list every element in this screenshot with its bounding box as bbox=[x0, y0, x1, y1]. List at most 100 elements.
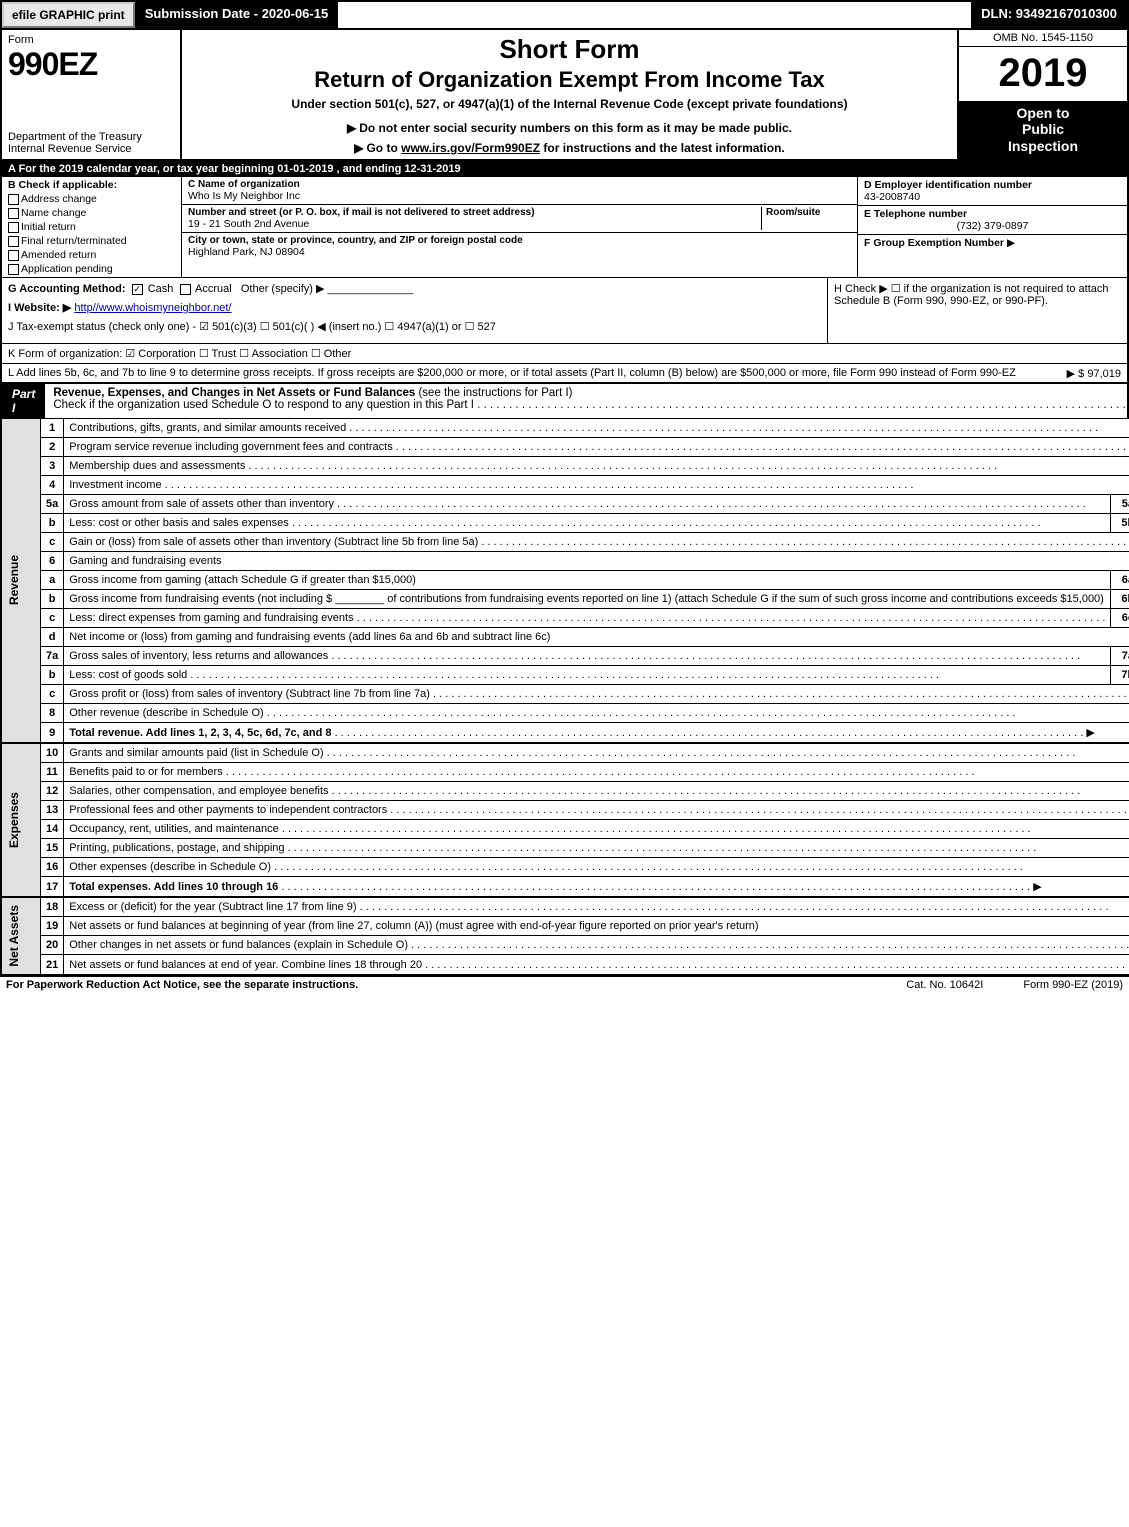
l6b-mn: 6b bbox=[1111, 590, 1129, 609]
form-header: Form 990EZ Department of the Treasury In… bbox=[0, 30, 1129, 161]
open1: Open to bbox=[963, 105, 1123, 122]
l18-num: 18 bbox=[41, 897, 64, 917]
b-opt-3[interactable]: Final return/terminated bbox=[8, 235, 175, 247]
b-opt-5[interactable]: Application pending bbox=[8, 263, 175, 275]
line-19: 19 Net assets or fund balances at beginn… bbox=[1, 917, 1129, 936]
line-5c: c Gain or (loss) from sale of assets oth… bbox=[1, 533, 1129, 552]
l-text: L Add lines 5b, 6c, and 7b to line 9 to … bbox=[8, 367, 1016, 379]
l15-num: 15 bbox=[41, 839, 64, 858]
under-section: Under section 501(c), 527, or 4947(a)(1)… bbox=[192, 97, 947, 111]
l7b-mn: 7b bbox=[1111, 666, 1129, 685]
d-ein: D Employer identification number 43-2008… bbox=[858, 177, 1127, 206]
f-lbl: F Group Exemption Number bbox=[864, 237, 1004, 249]
l7c-desc: Gross profit or (loss) from sales of inv… bbox=[69, 688, 430, 700]
l16-desc: Other expenses (describe in Schedule O) bbox=[69, 861, 271, 873]
l6-desc: Gaming and fundraising events bbox=[64, 552, 1129, 571]
goto-post: for instructions and the latest informat… bbox=[540, 141, 785, 155]
line-5a: 5a Gross amount from sale of assets othe… bbox=[1, 495, 1129, 514]
form-word: Form bbox=[8, 34, 174, 46]
l17-num: 17 bbox=[41, 877, 64, 898]
line-15: 15 Printing, publications, postage, and … bbox=[1, 839, 1129, 858]
l6c-mn: 6c bbox=[1111, 609, 1129, 628]
l21-num: 21 bbox=[41, 955, 64, 975]
l5a-desc: Gross amount from sale of assets other t… bbox=[69, 498, 334, 510]
line-8: 8 Other revenue (describe in Schedule O)… bbox=[1, 704, 1129, 723]
l10-num: 10 bbox=[41, 743, 64, 763]
l19-desc: Net assets or fund balances at beginning… bbox=[69, 920, 758, 932]
info-block: B Check if applicable: Address change Na… bbox=[0, 177, 1129, 278]
g-cash-check[interactable]: ✓ bbox=[132, 284, 143, 295]
footer-mid: Cat. No. 10642I bbox=[906, 979, 983, 991]
l-amount: ▶ $ 97,019 bbox=[1067, 367, 1121, 380]
line-12: 12 Salaries, other compensation, and emp… bbox=[1, 782, 1129, 801]
l10-desc: Grants and similar amounts paid (list in… bbox=[69, 747, 323, 759]
goto-link[interactable]: www.irs.gov/Form990EZ bbox=[401, 141, 540, 155]
l5b-desc: Less: cost or other basis and sales expe… bbox=[69, 517, 289, 529]
line-21: 21 Net assets or fund balances at end of… bbox=[1, 955, 1129, 975]
l14-desc: Occupancy, rent, utilities, and maintena… bbox=[69, 823, 279, 835]
l3-num: 3 bbox=[41, 457, 64, 476]
l5c-num: c bbox=[41, 533, 64, 552]
short-form-title: Short Form bbox=[192, 34, 947, 65]
l6a-desc: Gross income from gaming (attach Schedul… bbox=[69, 574, 416, 586]
i-lbl: I Website: ▶ bbox=[8, 302, 71, 314]
b-opt-2[interactable]: Initial return bbox=[8, 221, 175, 233]
l7b-desc: Less: cost of goods sold bbox=[69, 669, 187, 681]
h-right: H Check ▶ ☐ if the organization is not r… bbox=[827, 278, 1127, 343]
section-a: A For the 2019 calendar year, or tax yea… bbox=[0, 161, 1129, 177]
l9-desc: Total revenue. Add lines 1, 2, 3, 4, 5c,… bbox=[69, 727, 331, 739]
d-lbl: D Employer identification number bbox=[864, 179, 1121, 191]
goto-line: Go to www.irs.gov/Form990EZ for instruct… bbox=[192, 141, 947, 155]
l12-desc: Salaries, other compensation, and employ… bbox=[69, 785, 328, 797]
e-lbl: E Telephone number bbox=[864, 208, 1121, 220]
b-opt-0[interactable]: Address change bbox=[8, 193, 175, 205]
l3-desc: Membership dues and assessments bbox=[69, 460, 245, 472]
d-val: 43-2008740 bbox=[864, 191, 1121, 203]
line-17: 17 Total expenses. Add lines 10 through … bbox=[1, 877, 1129, 898]
l18-desc: Excess or (deficit) for the year (Subtra… bbox=[69, 901, 356, 913]
l13-num: 13 bbox=[41, 801, 64, 820]
notice-text: Do not enter social security numbers on … bbox=[359, 121, 792, 135]
c-city-val: Highland Park, NJ 08904 bbox=[188, 246, 851, 258]
f-arrow-icon: ▶ bbox=[1007, 237, 1015, 249]
l6b-d2: of contributions from fundraising events… bbox=[387, 593, 1104, 605]
line-6c: c Less: direct expenses from gaming and … bbox=[1, 609, 1129, 628]
col-b: B Check if applicable: Address change Na… bbox=[2, 177, 182, 277]
line-11: 11 Benefits paid to or for members 11 bbox=[1, 763, 1129, 782]
l5c-desc: Gain or (loss) from sale of assets other… bbox=[69, 536, 478, 548]
line-6: 6 Gaming and fundraising events bbox=[1, 552, 1129, 571]
c-city-lbl: City or town, state or province, country… bbox=[188, 235, 851, 246]
l19-num: 19 bbox=[41, 917, 64, 936]
part1-title-bold: Revenue, Expenses, and Changes in Net As… bbox=[53, 387, 415, 399]
open3: Inspection bbox=[963, 138, 1123, 155]
website-link[interactable]: http//www.whoismyneighbor.net/ bbox=[74, 302, 231, 314]
part1-subtitle: Check if the organization used Schedule … bbox=[53, 399, 474, 411]
l2-num: 2 bbox=[41, 438, 64, 457]
line-16: 16 Other expenses (describe in Schedule … bbox=[1, 858, 1129, 877]
vlabel-netassets: Net Assets bbox=[7, 901, 21, 971]
part1-tab: Part I bbox=[2, 384, 45, 418]
g-other: Other (specify) ▶ bbox=[241, 283, 325, 295]
efile-print-button[interactable]: efile GRAPHIC print bbox=[2, 2, 135, 28]
header-right: OMB No. 1545-1150 2019 Open to Public In… bbox=[957, 30, 1127, 159]
l5b-mn: 5b bbox=[1111, 514, 1129, 533]
line-7c: c Gross profit or (loss) from sales of i… bbox=[1, 685, 1129, 704]
l7b-num: b bbox=[41, 666, 64, 685]
j-line: J Tax-exempt status (check only one) - ☑… bbox=[8, 320, 821, 333]
g-accrual-check[interactable] bbox=[180, 284, 191, 295]
line-5b: b Less: cost or other basis and sales ex… bbox=[1, 514, 1129, 533]
line-13: 13 Professional fees and other payments … bbox=[1, 801, 1129, 820]
footer: For Paperwork Reduction Act Notice, see … bbox=[0, 975, 1129, 993]
l1-desc: Contributions, gifts, grants, and simila… bbox=[69, 422, 346, 434]
l14-num: 14 bbox=[41, 820, 64, 839]
l6d-num: d bbox=[41, 628, 64, 647]
row-ghi: G Accounting Method: ✓ Cash Accrual Othe… bbox=[0, 278, 1129, 344]
part1-title: Revenue, Expenses, and Changes in Net As… bbox=[45, 384, 1129, 418]
g-line: G Accounting Method: ✓ Cash Accrual Othe… bbox=[8, 282, 821, 295]
l6a-num: a bbox=[41, 571, 64, 590]
b-opt-4[interactable]: Amended return bbox=[8, 249, 175, 261]
line-18: Net Assets 18 Excess or (deficit) for th… bbox=[1, 897, 1129, 917]
l20-desc: Other changes in net assets or fund bala… bbox=[69, 939, 408, 951]
l6b-d1: Gross income from fundraising events (no… bbox=[69, 593, 332, 605]
b-opt-1[interactable]: Name change bbox=[8, 207, 175, 219]
